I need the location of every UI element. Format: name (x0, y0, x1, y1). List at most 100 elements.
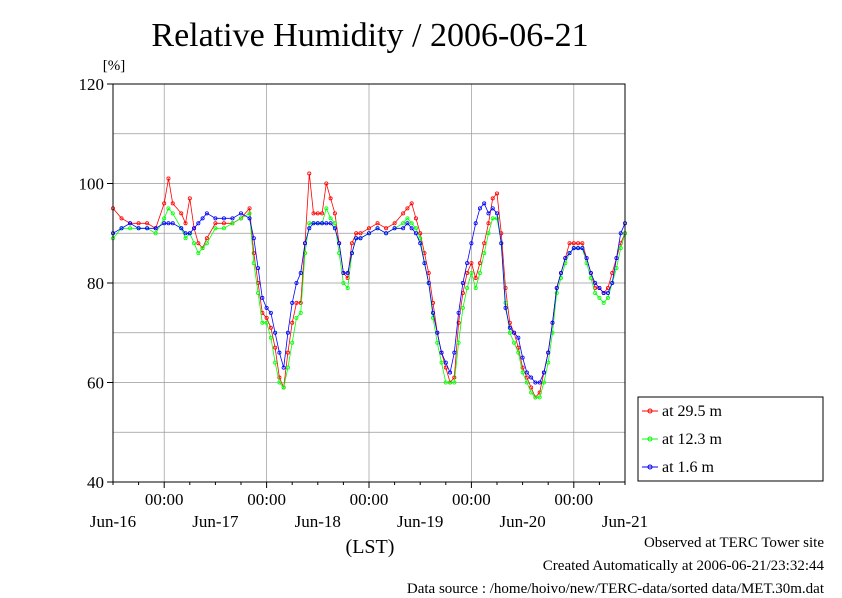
data-point (576, 246, 581, 251)
data-point (422, 261, 427, 266)
data-point (448, 380, 453, 385)
x-date-label: Jun-16 (90, 512, 136, 531)
data-point (264, 305, 269, 310)
data-point (320, 221, 325, 226)
data-point (435, 340, 440, 345)
data-point (166, 206, 171, 211)
data-point (294, 315, 299, 320)
data-point (618, 246, 623, 251)
data-point (584, 256, 589, 261)
data-point (273, 360, 278, 365)
data-point (443, 380, 448, 385)
data-point (337, 241, 342, 246)
data-point (554, 290, 559, 295)
data-point (413, 231, 418, 236)
data-point (546, 350, 551, 355)
data-point (268, 325, 273, 330)
data-point (315, 221, 320, 226)
data-point (311, 211, 316, 216)
data-point (537, 380, 542, 385)
data-point (443, 365, 448, 370)
data-point (119, 226, 124, 231)
data-point (490, 216, 495, 221)
data-point (273, 330, 278, 335)
data-point (588, 276, 593, 281)
data-point (345, 285, 350, 290)
legend-label: at 29.5 m (662, 403, 723, 420)
y-tick-label: 100 (79, 175, 105, 194)
data-point (443, 360, 448, 365)
chart-title: Relative Humidity / 2006-06-21 (151, 17, 588, 54)
data-point (298, 300, 303, 305)
data-point (435, 330, 440, 335)
data-point (196, 221, 201, 226)
data-point (401, 226, 406, 231)
data-point (162, 221, 167, 226)
data-point (516, 335, 521, 340)
data-point (281, 365, 286, 370)
legend-box (637, 396, 824, 482)
data-point (204, 211, 209, 216)
data-point (200, 246, 205, 251)
data-point (238, 211, 243, 216)
data-point (533, 395, 538, 400)
data-point (354, 231, 359, 236)
data-point (605, 290, 610, 295)
x-time-label: 00:00 (554, 490, 593, 509)
data-point (494, 191, 499, 196)
data-point (332, 221, 337, 226)
data-point (375, 221, 380, 226)
data-point (580, 241, 585, 246)
data-point (576, 241, 581, 246)
data-point (469, 261, 474, 266)
data-point (426, 271, 431, 276)
data-point (251, 261, 256, 266)
data-point (516, 350, 521, 355)
data-point (341, 271, 346, 276)
data-point (183, 236, 188, 241)
data-point (162, 216, 167, 221)
data-point (482, 201, 487, 206)
data-point (465, 271, 470, 276)
data-point (503, 305, 508, 310)
y-tick-label: 120 (79, 75, 105, 94)
data-point (605, 295, 610, 300)
footer-created: Created Automatically at 2006-06-21/23:3… (542, 558, 824, 574)
data-point (200, 216, 205, 221)
data-point (524, 375, 529, 380)
data-point (477, 261, 482, 266)
data-point (473, 276, 478, 281)
data-point (460, 280, 465, 285)
data-point (512, 330, 517, 335)
data-point (418, 241, 423, 246)
data-point (533, 380, 538, 385)
data-point (405, 221, 410, 226)
data-point (448, 370, 453, 375)
data-point (183, 231, 188, 236)
data-point (247, 211, 252, 216)
data-point (477, 206, 482, 211)
data-point (298, 271, 303, 276)
x-date-label: Jun-21 (602, 512, 648, 531)
data-point (618, 231, 623, 236)
data-point (264, 315, 269, 320)
data-point (520, 355, 525, 360)
data-point (268, 310, 273, 315)
data-point (230, 221, 235, 226)
data-point (260, 295, 265, 300)
data-point (153, 226, 158, 231)
data-point (349, 241, 354, 246)
data-point (601, 290, 606, 295)
data-point (537, 395, 542, 400)
data-point (307, 171, 312, 176)
data-point (298, 310, 303, 315)
data-point (605, 285, 610, 290)
data-point (494, 216, 499, 221)
data-point (268, 335, 273, 340)
data-point (524, 380, 529, 385)
data-point (477, 271, 482, 276)
data-point (345, 271, 350, 276)
data-point (349, 251, 354, 256)
data-point (541, 370, 546, 375)
